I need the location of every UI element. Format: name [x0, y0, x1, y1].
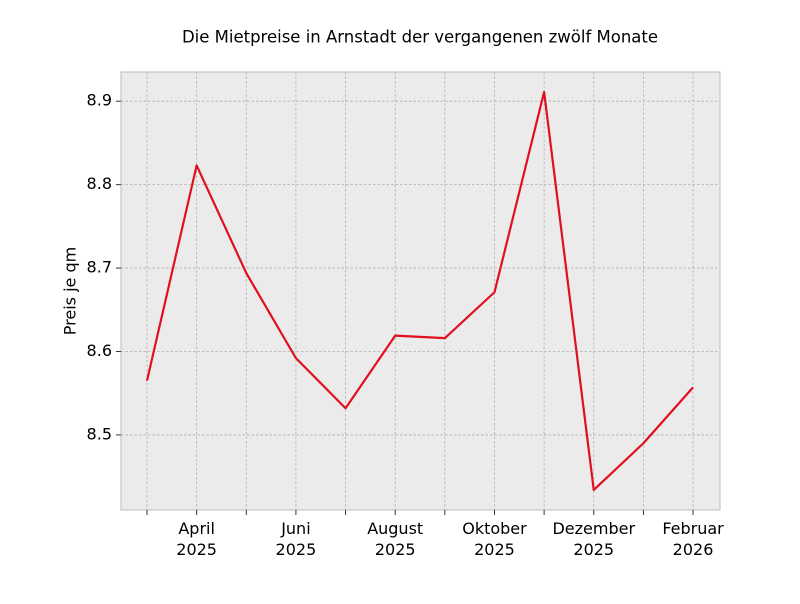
y-tick-label: 8.9 [87, 91, 112, 110]
x-tick-label: Oktober 2025 [462, 519, 527, 559]
y-tick-label: 8.7 [87, 258, 112, 277]
y-tick-label: 8.5 [87, 424, 112, 443]
y-tick-label: 8.6 [87, 341, 112, 360]
plot-frame [120, 71, 721, 511]
plot-area [121, 72, 720, 510]
x-tick-label: Februar 2026 [662, 519, 724, 559]
x-tick-label: Juni 2025 [276, 519, 317, 559]
x-tick-label: Dezember 2025 [552, 519, 635, 559]
x-tick-label: August 2025 [367, 519, 423, 559]
y-tick-label: 8.8 [87, 174, 112, 193]
x-tick-label: April 2025 [176, 519, 217, 559]
grid [121, 72, 720, 510]
y-axis-label: Preis je qm [61, 247, 80, 335]
chart-title: Die Mietpreise in Arnstadt der vergangen… [182, 28, 658, 47]
line-series [145, 90, 694, 492]
